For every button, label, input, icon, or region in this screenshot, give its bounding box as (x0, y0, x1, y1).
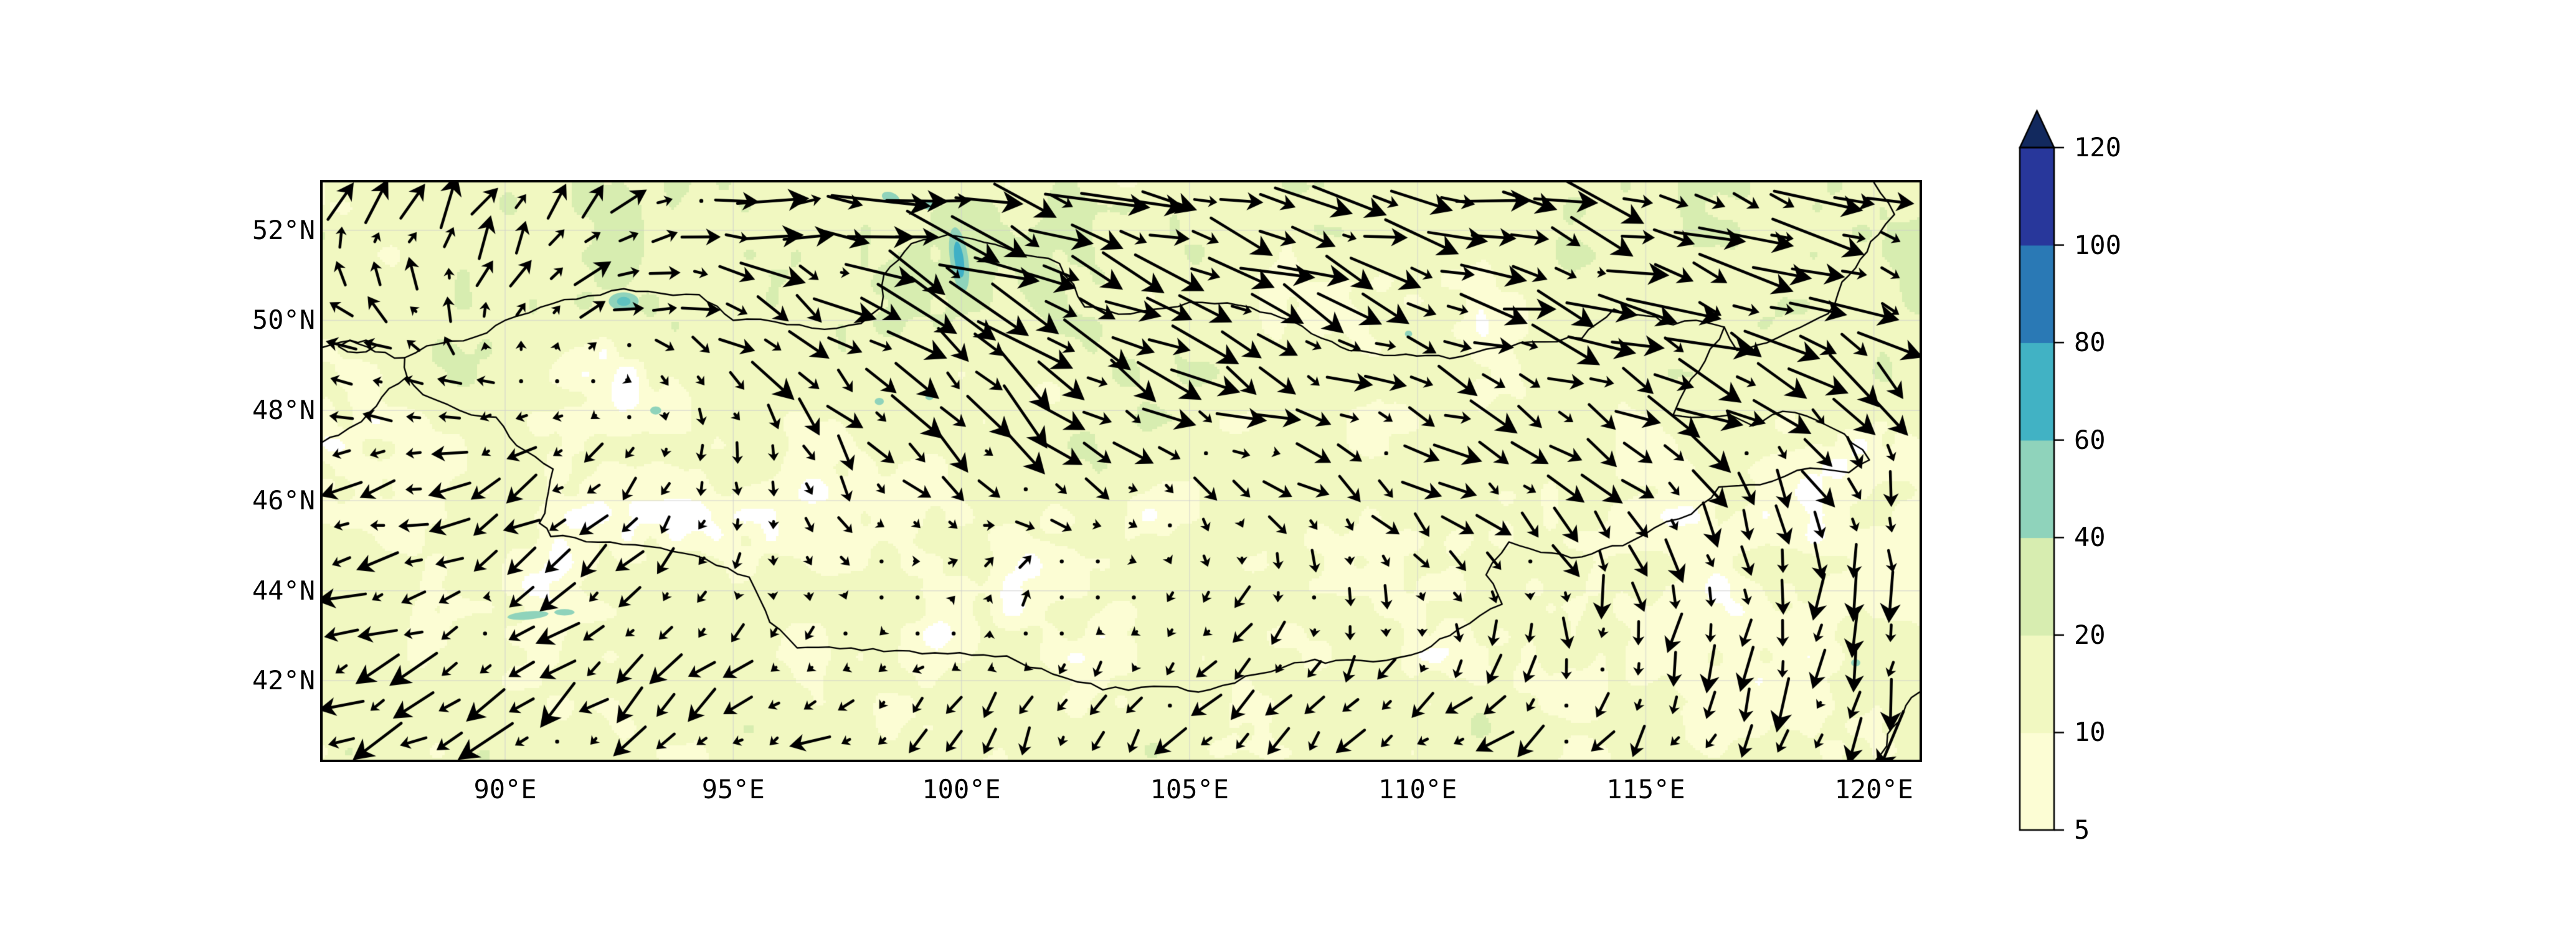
y-tick-label: 46°N (252, 484, 315, 516)
map-plot (323, 182, 1920, 760)
colorbar-tick-label: 60 (2074, 424, 2106, 455)
colorbar (2014, 100, 2095, 847)
x-tick-label: 110°E (1378, 774, 1457, 804)
y-tick-label: 50°N (252, 304, 315, 336)
y-tick-label: 52°N (252, 214, 315, 245)
colorbar-tick-label: 5 (2074, 814, 2090, 845)
colorbar-tick-label: 120 (2074, 132, 2121, 163)
colorbar-tick-label: 10 (2074, 717, 2106, 748)
colorbar-tick-label: 20 (2074, 619, 2106, 650)
x-tick-label: 120°E (1834, 774, 1913, 804)
x-tick-label: 115°E (1606, 774, 1685, 804)
plot-frame (320, 180, 1922, 762)
y-tick-label: 44°N (252, 575, 315, 606)
x-tick-label: 95°E (701, 774, 765, 804)
x-tick-label: 90°E (473, 774, 537, 804)
x-tick-label: 105°E (1150, 774, 1229, 804)
y-tick-label: 42°N (252, 665, 315, 696)
colorbar-tick-label: 100 (2074, 229, 2121, 260)
y-tick-label: 48°N (252, 395, 315, 426)
x-tick-label: 100°E (922, 774, 1001, 804)
colorbar-tick-label: 80 (2074, 327, 2106, 358)
colorbar-tick-label: 40 (2074, 522, 2106, 553)
